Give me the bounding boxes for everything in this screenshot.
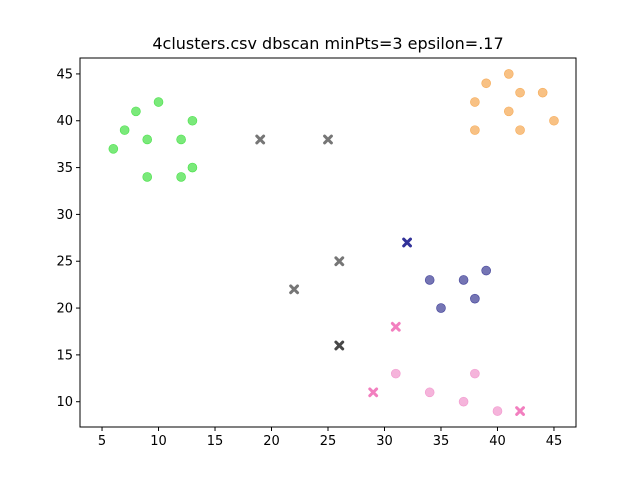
data-point-x bbox=[334, 256, 345, 267]
data-point bbox=[492, 406, 503, 416]
data-point bbox=[108, 144, 119, 154]
x-tick-label: 10 bbox=[150, 434, 167, 449]
y-tick-label: 20 bbox=[56, 302, 73, 317]
x-tick-label: 25 bbox=[320, 434, 337, 449]
data-point bbox=[187, 115, 198, 126]
data-point bbox=[187, 162, 198, 173]
data-point-x bbox=[515, 406, 525, 416]
chart-title: 4clusters.csv dbscan minPts=3 epsilon=.1… bbox=[152, 34, 503, 53]
x-tick-label: 35 bbox=[433, 434, 450, 449]
data-point bbox=[470, 125, 480, 135]
y-tick-label: 45 bbox=[56, 67, 73, 82]
data-point-x bbox=[323, 134, 333, 145]
data-point bbox=[549, 115, 559, 126]
x-tick-label: 15 bbox=[207, 434, 224, 449]
y-tick-label: 10 bbox=[56, 395, 73, 410]
data-point bbox=[119, 125, 130, 135]
x-axis: 5 10 15 20 25 30 35 40 45 bbox=[98, 427, 562, 449]
data-point-x bbox=[390, 321, 401, 332]
data-point bbox=[176, 134, 186, 145]
data-point bbox=[481, 78, 491, 89]
y-tick-label: 30 bbox=[56, 208, 73, 223]
data-point-x bbox=[255, 134, 266, 145]
y-tick-label: 15 bbox=[56, 348, 73, 363]
data-point bbox=[503, 69, 514, 79]
data-point-x bbox=[334, 340, 345, 351]
data-point bbox=[131, 106, 141, 117]
x-tick-label: 40 bbox=[489, 434, 506, 449]
plot-frame bbox=[79, 57, 577, 428]
x-tick-label: 45 bbox=[546, 434, 563, 449]
data-point bbox=[424, 387, 435, 398]
data-point bbox=[390, 368, 401, 379]
y-axis: 10 15 20 25 30 35 40 45 bbox=[56, 67, 80, 410]
data-point bbox=[470, 293, 480, 304]
data-point bbox=[436, 303, 446, 313]
data-point bbox=[515, 87, 525, 98]
y-tick-label: 35 bbox=[56, 161, 73, 176]
y-tick-label: 25 bbox=[56, 255, 73, 270]
y-tick-label: 40 bbox=[56, 114, 73, 129]
data-point-x bbox=[402, 237, 412, 248]
data-point bbox=[142, 134, 153, 145]
x-tick-label: 30 bbox=[376, 434, 393, 449]
data-point bbox=[503, 106, 514, 117]
data-point bbox=[176, 172, 186, 182]
data-point bbox=[458, 275, 469, 285]
data-point bbox=[458, 396, 469, 407]
data-point bbox=[481, 265, 491, 276]
data-point bbox=[537, 87, 548, 98]
data-point bbox=[142, 172, 153, 182]
x-tick-label: 5 bbox=[98, 434, 106, 449]
data-point bbox=[424, 275, 435, 285]
data-point-x bbox=[289, 284, 300, 295]
x-tick-label: 20 bbox=[263, 434, 280, 449]
data-point bbox=[470, 97, 480, 107]
data-points bbox=[108, 69, 559, 416]
data-point bbox=[153, 97, 164, 107]
data-point-x bbox=[368, 387, 379, 398]
data-point bbox=[470, 368, 480, 379]
data-point bbox=[515, 125, 525, 135]
